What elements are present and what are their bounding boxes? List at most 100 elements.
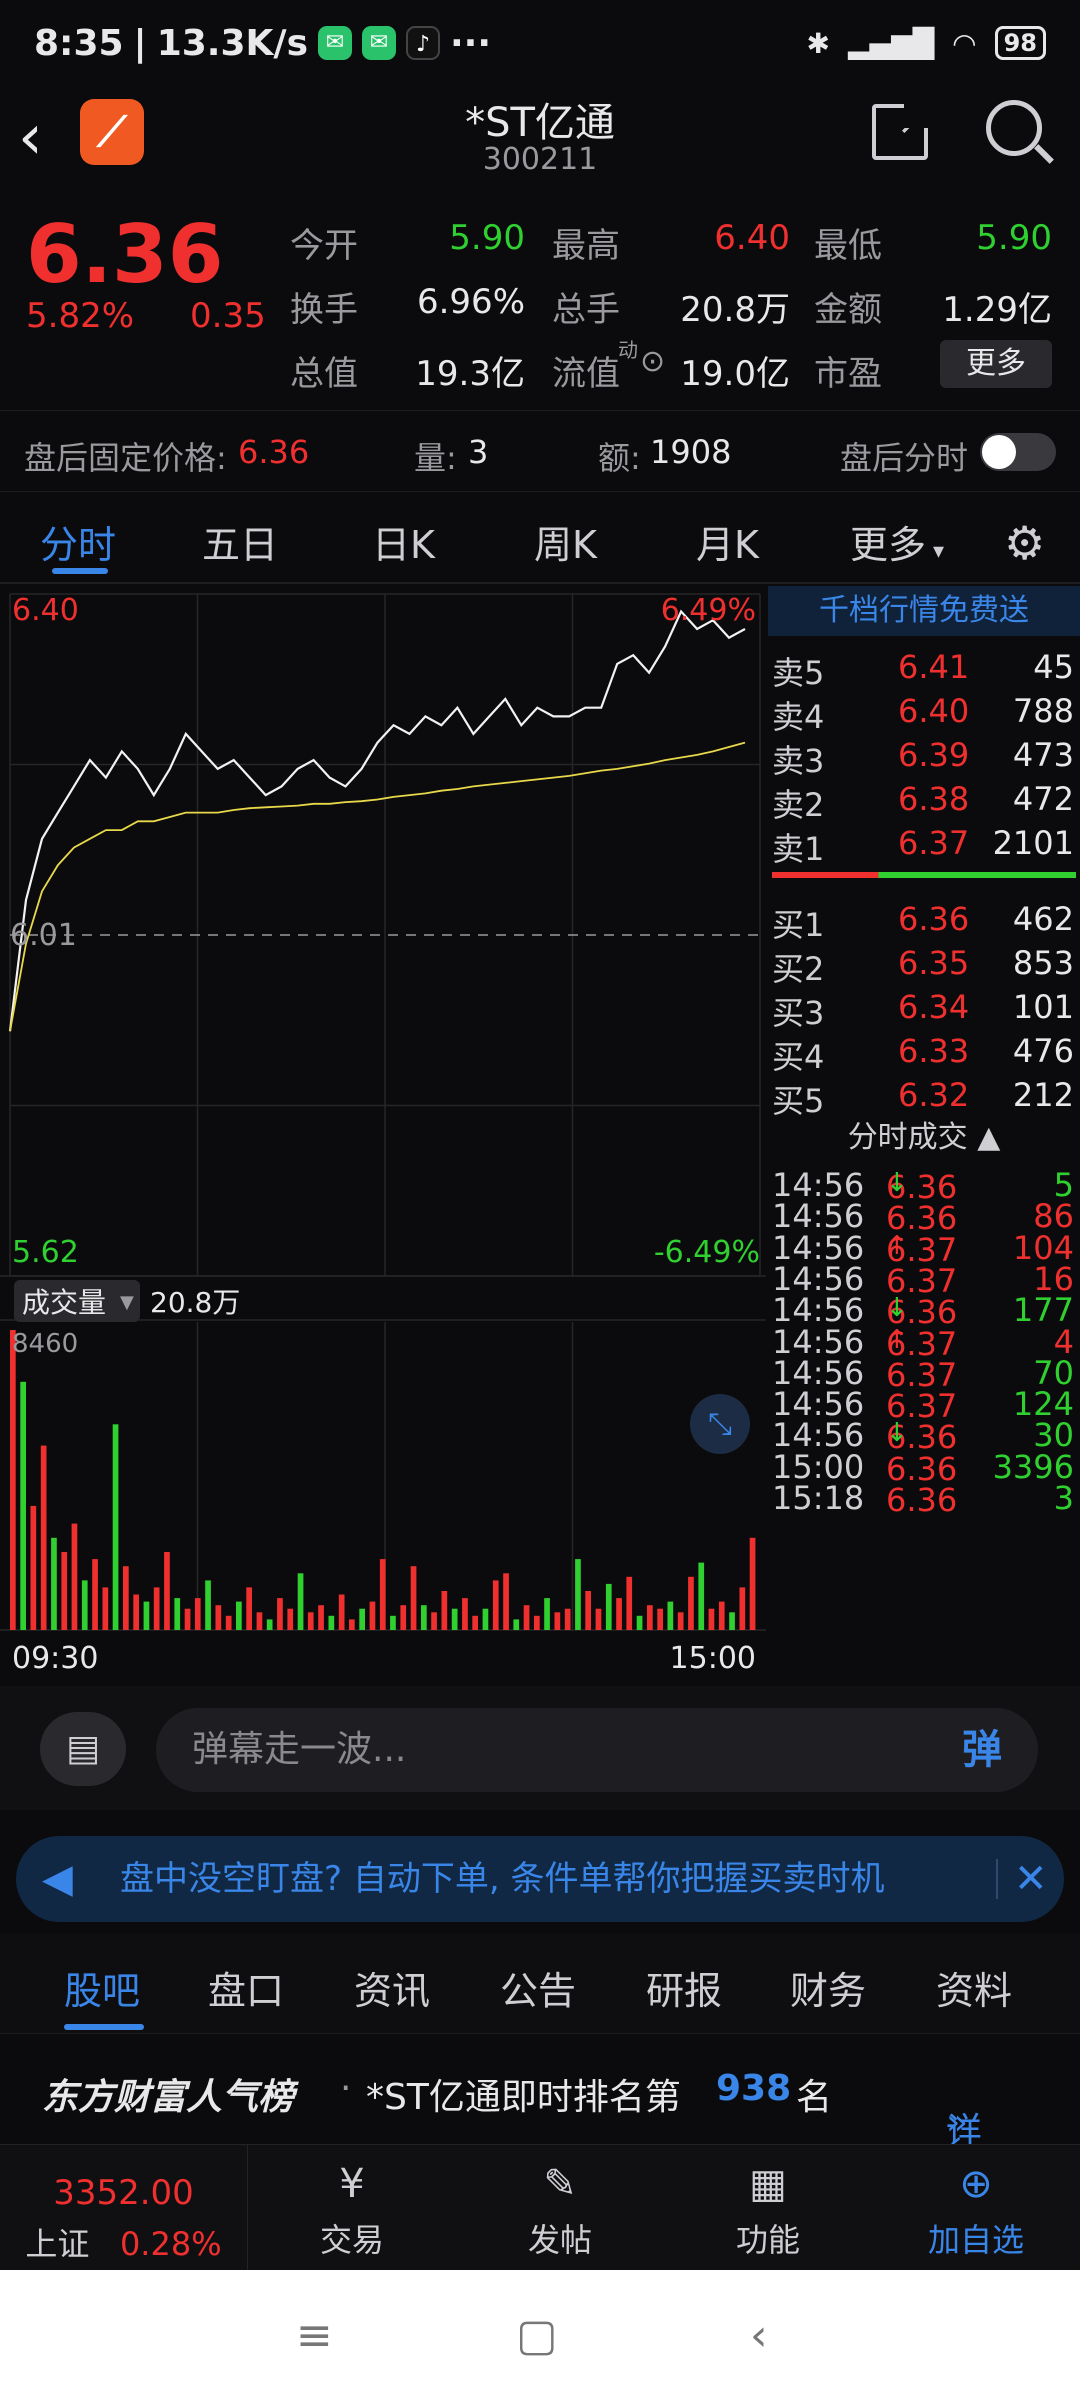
quote-value: 6.40 — [714, 218, 790, 258]
tab-pankou[interactable]: 盘口 — [208, 1969, 285, 2013]
nav-post[interactable]: ✎ 发帖 — [470, 2145, 650, 2271]
stock-name: *ST亿通 — [465, 100, 615, 146]
trade-row: 14:56 6.36 86 — [768, 1195, 1080, 1239]
edit-icon: ✎ — [543, 2161, 577, 2207]
order-price: 6.41 — [898, 648, 970, 686]
home-icon[interactable]: ▢ — [516, 2310, 558, 2361]
volume-bar — [225, 1615, 232, 1630]
order-price: 6.35 — [898, 944, 970, 982]
trade-volume: 3 — [1053, 1479, 1074, 1517]
after-hours-toggle[interactable] — [980, 433, 1056, 471]
change-percent: 5.82% — [26, 296, 135, 336]
order-row: 卖4 6.40 788 — [768, 690, 1080, 736]
price-mid-label: 6.01 — [10, 918, 77, 953]
after-hours-vol-label: 量: — [414, 439, 457, 477]
promo-banner[interactable]: ◀ 盘中没空盯盘? 自动下单, 条件单帮你把握买卖时机 ✕ — [16, 1836, 1064, 1922]
trade-row: 14:56 6.37 70 — [768, 1352, 1080, 1396]
tab-more[interactable]: 更多 ▾ — [850, 523, 945, 567]
volume-bar — [318, 1605, 324, 1630]
app-logo[interactable]: ⟋ — [80, 99, 144, 165]
index-value: 3352.00 — [53, 2173, 194, 2213]
search-icon[interactable] — [986, 100, 1042, 156]
close-icon[interactable]: ✕ — [996, 1859, 1048, 1899]
order-row: 卖1 6.37 2101 — [768, 822, 1080, 868]
tab-weekly-k[interactable]: 周K — [534, 523, 597, 567]
order-price: 6.37 — [898, 824, 970, 862]
volume-bar — [421, 1605, 427, 1630]
order-price: 6.39 — [898, 736, 970, 774]
quote-label: 最高 — [552, 226, 620, 266]
tab-announcements[interactable]: 公告 — [500, 1969, 577, 2013]
pct-low-label: -6.49% — [654, 1235, 760, 1270]
nav-trade[interactable]: ¥ 交易 — [262, 2145, 442, 2271]
trades-header[interactable]: 分时成交 ▲ — [768, 1112, 1080, 1156]
volume-bar — [492, 1580, 499, 1630]
volume-bar — [503, 1573, 509, 1630]
share-icon[interactable]: ↗ — [872, 98, 930, 160]
volume-bar — [390, 1615, 396, 1630]
order-label: 卖1 — [772, 830, 825, 868]
trade-time: 14:56 — [772, 1197, 865, 1236]
tab-profile[interactable]: 资料 — [936, 1969, 1013, 2013]
danmu-send-button[interactable]: 弹 — [942, 1708, 1038, 1792]
popularity-rank[interactable]: 东方财富人气榜 · *ST亿通即时排名第 938 名 详情» — [0, 2034, 1080, 2204]
expand-icon[interactable] — [690, 1394, 750, 1454]
expand-glyph: ⤡ — [708, 1407, 732, 1442]
nav-functions[interactable]: ▦ 功能 — [678, 2145, 858, 2271]
tab-intraday[interactable]: 分时 — [40, 523, 117, 567]
danmu-input[interactable]: 弹幕走一波... — [156, 1708, 942, 1792]
trade-price-value: 6.36 — [886, 1293, 958, 1332]
order-label: 买2 — [772, 950, 825, 988]
volume-bar — [677, 1612, 684, 1630]
order-row: 买4 6.33 476 — [768, 1030, 1080, 1076]
back-nav-icon[interactable]: ‹ — [750, 2310, 768, 2361]
volume-bar — [513, 1619, 520, 1630]
danmu-bar: ▤ 弹幕走一波... 弹 — [0, 1686, 1080, 1810]
tab-five-day[interactable]: 五日 — [202, 523, 279, 567]
nav-add-watchlist[interactable]: ⊕ 加自选 — [886, 2145, 1066, 2271]
volume-bar — [123, 1566, 129, 1630]
index-widget[interactable]: 3352.00 上证 0.28% — [0, 2145, 248, 2271]
intraday-chart[interactable]: 6.40 6.49% 6.01 5.62 -6.49% 成交量 ▼ 20.8万 8460 09:3… — [0, 586, 766, 1686]
order-volume: 45 — [1033, 648, 1074, 686]
quote-value: 5.90 — [976, 218, 1052, 258]
after-hours-bar: 盘后固定价格: 6.36 量: 3 额: 1908 盘后分时 — [0, 410, 1080, 492]
rank-brand: 东方财富人气榜 — [42, 2077, 295, 2118]
order-price: 6.36 — [898, 900, 970, 938]
tab-research[interactable]: 研报 — [646, 1969, 723, 2013]
order-label: 卖2 — [772, 786, 825, 824]
pe-info-icon[interactable]: ⊙ — [640, 344, 666, 379]
volume-bar — [215, 1605, 222, 1630]
yen-circle-icon: ¥ — [339, 2161, 365, 2207]
volume-bar — [636, 1615, 643, 1630]
volume-bar — [441, 1591, 448, 1630]
volume-bar — [359, 1608, 365, 1630]
tab-news[interactable]: 资讯 — [354, 1969, 431, 2013]
trade-time: 14:56 — [772, 1385, 865, 1424]
tab-daily-k[interactable]: 日K — [372, 523, 435, 567]
more-button[interactable]: 更多 — [940, 340, 1052, 388]
wechat-icon-2: ✉ — [362, 26, 396, 60]
danmu-toggle-icon[interactable]: ▤ — [40, 1712, 126, 1786]
volume-bar — [400, 1605, 407, 1630]
volume-bar — [20, 1381, 26, 1630]
volume-bar — [164, 1552, 170, 1630]
tab-finance[interactable]: 财务 — [790, 1969, 867, 2013]
tab-monthly-k[interactable]: 月K — [696, 523, 759, 567]
back-icon[interactable]: ‹ — [18, 100, 43, 173]
volume-bar — [153, 1587, 160, 1630]
volume-bar — [595, 1608, 602, 1630]
info-tabs: 股吧 盘口 资讯 公告 研报 财务 资料 — [0, 1934, 1080, 2034]
trade-row: 14:56 6.37 ↑ 4 — [768, 1321, 1080, 1365]
volume-bar — [575, 1559, 581, 1630]
gear-icon[interactable]: ⚙ — [1004, 516, 1046, 570]
tiktok-icon: ♪ — [406, 26, 440, 60]
tab-guba[interactable]: 股吧 — [64, 1969, 141, 2013]
trade-row: 14:56 6.37 ↑ 104 — [768, 1227, 1080, 1271]
menu-icon[interactable]: ≡ — [296, 2310, 333, 2361]
order-label: 买5 — [772, 1082, 825, 1120]
volume-bar — [749, 1537, 756, 1630]
order-label: 买4 — [772, 1038, 825, 1076]
x-start-label: 09:30 — [12, 1641, 98, 1676]
level2-banner[interactable]: 千档行情免费送 — [768, 586, 1080, 636]
